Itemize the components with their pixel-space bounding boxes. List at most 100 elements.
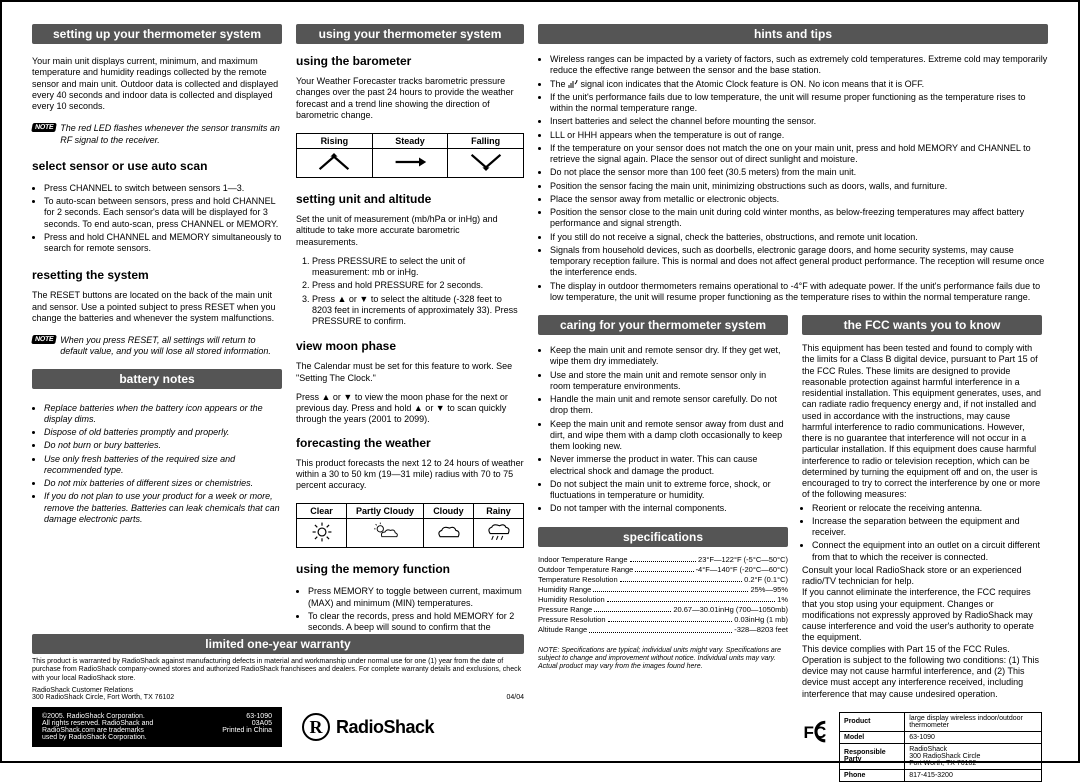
- col-3-4: hints and tips Wireless ranges can be im…: [538, 24, 1048, 782]
- pt-product-l: Product: [840, 712, 905, 731]
- spec-row: Indoor Temperature Range23°F—122°F (-5°C…: [538, 555, 788, 565]
- title-hints: hints and tips: [538, 24, 1048, 44]
- pt-party-v: RadioShack 300 RadioShack Circle Fort Wo…: [905, 743, 1042, 769]
- pt-product-v: large display wireless indoor/outdoor th…: [905, 712, 1042, 731]
- partly-cloudy-icon: [347, 519, 424, 548]
- spec-note: NOTE: Specifications are typical; indivi…: [538, 647, 788, 671]
- clear-icon: [297, 519, 347, 548]
- f3: If you cannot eliminate the interference…: [802, 587, 1042, 643]
- title-using: using your thermometer system: [296, 24, 524, 44]
- sub-unit: setting unit and altitude: [296, 192, 524, 206]
- fb1: Reorient or relocate the receiving anten…: [812, 503, 1042, 514]
- li-sel1: To auto-scan between sensors, press and …: [44, 196, 282, 230]
- spec-row: Temperature Resolution0.2°F (0.1°C): [538, 575, 788, 585]
- ol1: Press PRESSURE to select the unit of mea…: [312, 256, 524, 279]
- rainy-icon: [473, 519, 523, 548]
- h11: If you still do not receive a signal, ch…: [550, 232, 1048, 243]
- w-h2: Partly Cloudy: [347, 504, 424, 519]
- rel1: RadioShack Customer Relations: [32, 687, 524, 694]
- bat3: Do not burn or bury batteries.: [44, 440, 282, 451]
- para-moon1: The Calendar must be set for this featur…: [296, 361, 524, 384]
- note-badge: NOTE: [31, 123, 57, 132]
- title-fcc: the FCC wants you to know: [802, 315, 1042, 335]
- fr1: 63-1090: [222, 713, 272, 720]
- title-setup: setting up your thermometer system: [32, 24, 282, 44]
- h3: If the unit's performance fails due to l…: [550, 92, 1048, 115]
- sub-reset: resetting the system: [32, 268, 282, 282]
- title-spec: specifications: [538, 527, 788, 547]
- f2: Consult your local RadioShack store or a…: [802, 565, 1042, 588]
- falling-icon: [448, 149, 524, 178]
- footer: ©2005. RadioShack Corporation. All right…: [32, 707, 524, 747]
- fl2: All rights reserved. RadioShack and: [42, 720, 153, 727]
- f4: This device complies with Part 15 of the…: [802, 644, 1042, 700]
- rel3: 04/04: [506, 694, 524, 701]
- weather-table: Clear Partly Cloudy Cloudy Rainy: [296, 503, 524, 548]
- h8: Position the sensor facing the main unit…: [550, 181, 1048, 192]
- ol2: Press and hold PRESSURE for 2 seconds.: [312, 280, 524, 291]
- fb3: Connect the equipment into an outlet on …: [812, 540, 1042, 563]
- rel2: 300 RadioShack Circle, Fort Worth, TX 76…: [32, 694, 174, 701]
- para-baro: Your Weather Forecaster tracks barometri…: [296, 76, 524, 121]
- trend-table: Rising Steady Falling: [296, 133, 524, 178]
- spec-row: Altitude Range-328—8203 feet: [538, 625, 788, 635]
- footer-black: ©2005. RadioShack Corporation. All right…: [32, 707, 282, 747]
- pt-model-v: 63-1090: [905, 731, 1042, 743]
- sub-moon: view moon phase: [296, 339, 524, 353]
- pt-phone-l: Phone: [840, 769, 905, 781]
- trend-h3: Falling: [448, 134, 524, 149]
- h2: The signal icon indicates that the Atomi…: [550, 79, 1048, 90]
- para-moon2: Press ▲ or ▼ to view the moon phase for …: [296, 392, 524, 426]
- spec-row: Pressure Range20.67—30.01inHg (700—1050m…: [538, 605, 788, 615]
- h12: Signals from household devices, such as …: [550, 245, 1048, 279]
- title-care: caring for your thermometer system: [538, 315, 788, 335]
- rs-text: RadioShack: [336, 717, 434, 738]
- title-battery: battery notes: [32, 369, 282, 389]
- radioshack-logo: R RadioShack: [302, 713, 434, 741]
- pt-model-l: Model: [840, 731, 905, 743]
- spec-row: Humidity Range25%—95%: [538, 585, 788, 595]
- note-text: When you press RESET, all settings will …: [60, 335, 282, 358]
- spec-lines: Indoor Temperature Range23°F—122°F (-5°C…: [538, 555, 788, 636]
- bat6: If you do not plan to use your product f…: [44, 491, 282, 525]
- w-h4: Rainy: [473, 504, 523, 519]
- h7: Do not place the sensor more than 100 fe…: [550, 167, 1048, 178]
- li-sel2: Press and hold CHANNEL and MEMORY simult…: [44, 232, 282, 255]
- spec-row: Outdoor Temperature Range-4°F—140°F (-20…: [538, 565, 788, 575]
- w-h1: Clear: [297, 504, 347, 519]
- fl3: RadioShack.com are trademarks: [42, 727, 153, 734]
- fcc-text: This equipment has been tested and found…: [802, 343, 1042, 700]
- bat5: Do not mix batteries of different sizes …: [44, 478, 282, 489]
- h9: Place the sensor away from metallic or e…: [550, 194, 1048, 205]
- fl4: used by RadioShack Corporation.: [42, 734, 153, 741]
- cloudy-icon: [423, 519, 473, 548]
- c6: Do not subject the main unit to extreme …: [550, 479, 788, 502]
- fcc-box: FC Productlarge display wireless indoor/…: [802, 712, 1042, 782]
- trend-h1: Rising: [297, 134, 373, 149]
- c1: Keep the main unit and remote sensor dry…: [550, 345, 788, 368]
- h5: LLL or HHH appears when the temperature …: [550, 130, 1048, 141]
- pt-party-l: Responsible Party: [840, 743, 905, 769]
- ol3: Press ▲ or ▼ to select the altitude (-32…: [312, 294, 524, 328]
- f1: This equipment has been tested and found…: [802, 343, 1042, 501]
- warranty-block: limited one-year warranty This product i…: [32, 634, 524, 747]
- fr3: Printed in China: [222, 727, 272, 734]
- h10: Position the sensor close to the main un…: [550, 207, 1048, 230]
- para-reset: The RESET buttons are located on the bac…: [32, 290, 282, 324]
- fl1: ©2005. RadioShack Corporation.: [42, 713, 153, 720]
- sub-baro: using the barometer: [296, 54, 524, 68]
- pt-phone-v: 817-415-3200: [905, 769, 1042, 781]
- note-1: NOTE The red LED flashes whenever the se…: [32, 123, 282, 146]
- signal-icon: [568, 79, 578, 89]
- warranty-text: This product is warranted by RadioShack …: [32, 658, 524, 683]
- spec-row: Humidity Resolution1%: [538, 595, 788, 605]
- c3: Handle the main unit and remote sensor c…: [550, 394, 788, 417]
- rising-icon: [297, 149, 373, 178]
- c5: Never immerse the product in water. This…: [550, 454, 788, 477]
- fb2: Increase the separation between the equi…: [812, 516, 1042, 539]
- para-setup: Your main unit displays current, minimum…: [32, 56, 282, 112]
- para-forecast: This product forecasts the next 12 to 24…: [296, 458, 524, 492]
- col-3: caring for your thermometer system Keep …: [538, 315, 788, 782]
- note-badge: NOTE: [31, 335, 57, 344]
- title-warranty: limited one-year warranty: [32, 634, 524, 654]
